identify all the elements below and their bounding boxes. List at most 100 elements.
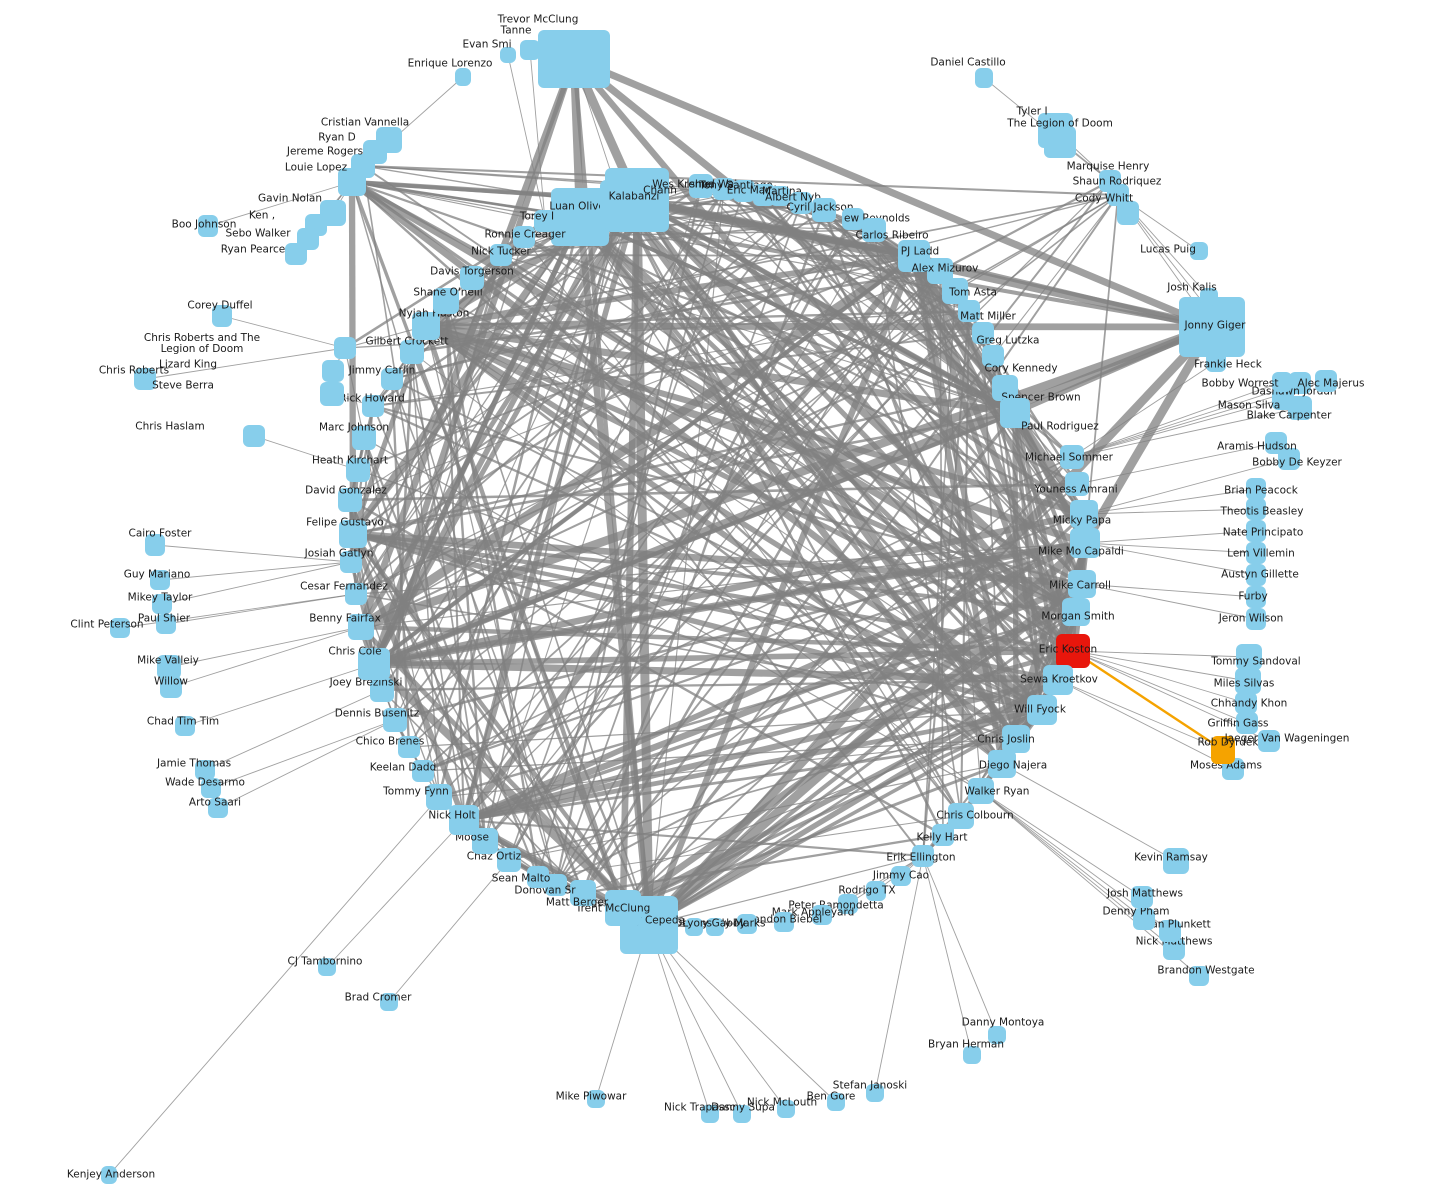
graph-node[interactable]	[134, 368, 156, 390]
graph-node[interactable]	[862, 218, 886, 242]
graph-node[interactable]	[1043, 665, 1073, 695]
graph-node[interactable]	[370, 678, 394, 702]
graph-node[interactable]	[587, 1090, 605, 1108]
graph-node[interactable]	[318, 958, 336, 976]
graph-node[interactable]	[958, 300, 980, 322]
graph-node[interactable]	[1179, 297, 1245, 357]
graph-node[interactable]	[212, 305, 232, 327]
graph-node[interactable]	[1315, 370, 1337, 392]
graph-node[interactable]	[449, 805, 479, 835]
graph-node[interactable]	[426, 784, 452, 810]
graph-node[interactable]	[545, 874, 567, 896]
graph-node[interactable]	[243, 425, 265, 447]
graph-node[interactable]	[398, 736, 420, 758]
graph-node[interactable]	[195, 760, 215, 780]
graph-node[interactable]	[1000, 398, 1030, 428]
graph-node[interactable]	[345, 583, 367, 605]
graph-node[interactable]	[1163, 938, 1185, 960]
graph-node[interactable]	[150, 570, 170, 590]
graph-node[interactable]	[1246, 586, 1266, 608]
graph-node[interactable]	[412, 312, 440, 340]
graph-node[interactable]	[320, 382, 344, 406]
graph-node[interactable]	[152, 594, 172, 614]
graph-node[interactable]	[733, 1105, 751, 1123]
graph-node[interactable]	[156, 614, 176, 634]
graph-node[interactable]	[175, 716, 195, 736]
graph-node[interactable]	[1289, 372, 1311, 394]
graph-node[interactable]	[551, 188, 609, 246]
graph-node[interactable]	[346, 458, 370, 482]
graph-node[interactable]	[1236, 644, 1262, 670]
graph-node[interactable]	[101, 1166, 117, 1184]
graph-node[interactable]	[198, 215, 218, 237]
graph-node[interactable]	[790, 192, 812, 214]
graph-node[interactable]	[701, 1105, 719, 1123]
graph-node[interactable]	[1246, 498, 1266, 520]
graph-node[interactable]	[777, 1100, 795, 1118]
graph-node[interactable]	[433, 288, 459, 314]
graph-node[interactable]	[812, 905, 832, 925]
graph-node[interactable]	[866, 1084, 884, 1102]
graph-node[interactable]	[1246, 564, 1266, 586]
graph-node[interactable]	[334, 337, 356, 359]
graph-node[interactable]	[1027, 695, 1057, 725]
graph-node[interactable]	[706, 918, 724, 936]
graph-node[interactable]	[145, 534, 165, 556]
graph-node[interactable]	[339, 520, 367, 548]
graph-node[interactable]	[827, 1093, 845, 1111]
graph-node[interactable]	[1272, 388, 1294, 410]
graph-node[interactable]	[988, 750, 1016, 778]
graph-node[interactable]	[412, 760, 434, 782]
graph-node[interactable]	[1206, 352, 1226, 372]
graph-node[interactable]	[358, 648, 390, 680]
graph-node[interactable]	[338, 168, 366, 196]
graph-node[interactable]	[383, 708, 407, 732]
graph-node[interactable]	[1246, 608, 1266, 630]
graph-node[interactable]	[942, 278, 968, 304]
graph-node[interactable]	[948, 803, 974, 829]
graph-node[interactable]	[1065, 472, 1089, 496]
graph-node[interactable]	[285, 243, 307, 265]
graph-node[interactable]	[753, 184, 775, 206]
graph-node[interactable]	[1272, 372, 1292, 392]
graph-node[interactable]	[1235, 692, 1257, 714]
graph-node[interactable]	[570, 880, 596, 906]
graph-node[interactable]	[490, 244, 512, 266]
graph-node[interactable]	[605, 890, 641, 926]
graph-node[interactable]	[812, 198, 836, 222]
graph-node[interactable]	[1133, 908, 1155, 930]
graph-node[interactable]	[968, 778, 994, 804]
graph-node[interactable]	[340, 551, 362, 573]
graph-node[interactable]	[988, 1026, 1006, 1044]
graph-node[interactable]	[770, 186, 790, 206]
graph-node[interactable]	[348, 614, 374, 640]
graph-node[interactable]	[1246, 478, 1266, 500]
graph-node[interactable]	[733, 180, 755, 202]
graph-node[interactable]	[527, 866, 549, 888]
graph-node[interactable]	[513, 226, 535, 248]
graph-node[interactable]	[685, 918, 703, 936]
graph-node[interactable]	[201, 778, 221, 798]
graph-node[interactable]	[497, 848, 521, 872]
graph-node[interactable]	[774, 912, 794, 932]
graph-node[interactable]	[963, 1046, 981, 1064]
graph-node[interactable]	[455, 68, 471, 86]
graph-node[interactable]	[838, 894, 858, 914]
graph-node[interactable]	[460, 266, 484, 290]
graph-node[interactable]	[322, 360, 344, 382]
highlighted-edge[interactable]	[1072, 649, 1224, 752]
graph-node[interactable]	[157, 655, 181, 679]
graph-node[interactable]	[1265, 432, 1287, 454]
graph-node[interactable]	[713, 178, 735, 200]
graph-node[interactable]	[1068, 570, 1096, 598]
graph-node[interactable]	[500, 47, 516, 63]
graph-node[interactable]	[1056, 634, 1090, 668]
graph-node[interactable]	[520, 40, 540, 60]
graph-node[interactable]	[362, 395, 384, 417]
graph-node[interactable]	[982, 345, 1004, 367]
graph-node[interactable]	[1246, 520, 1266, 542]
graph-node[interactable]	[1163, 848, 1189, 874]
graph-node[interactable]	[866, 881, 886, 901]
graph-node[interactable]	[1278, 448, 1300, 470]
graph-node[interactable]	[1107, 184, 1129, 206]
